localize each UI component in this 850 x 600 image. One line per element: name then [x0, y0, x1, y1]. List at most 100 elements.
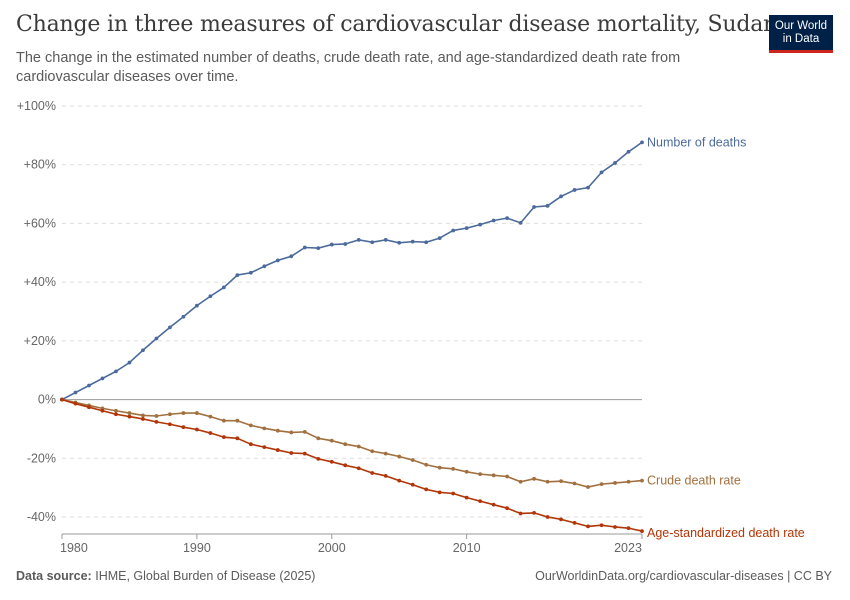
data-point — [437, 490, 442, 495]
data-point — [356, 237, 361, 242]
series-line — [61, 141, 643, 401]
series-line — [61, 398, 643, 488]
data-point — [613, 481, 617, 485]
series-label: Crude death rate — [647, 474, 741, 488]
data-point — [235, 436, 240, 441]
series-line — [61, 398, 643, 532]
data-point — [275, 258, 280, 263]
chart-subtitle: The change in the estimated number of de… — [16, 50, 681, 85]
data-point — [451, 491, 456, 496]
source-url[interactable]: OurWorldinData.org/cardiovascular-diseas… — [535, 569, 832, 583]
data-point — [154, 414, 159, 418]
data-point — [302, 451, 307, 456]
logo-line-2: in Data — [782, 33, 820, 45]
data-point — [478, 222, 483, 227]
data-point — [289, 430, 294, 435]
data-source: Data source: IHME, Global Burden of Dise… — [16, 569, 315, 583]
data-point — [586, 485, 590, 489]
data-point — [518, 511, 523, 516]
data-point — [613, 525, 617, 529]
data-point — [181, 425, 186, 430]
x-tick-label: 2023 — [614, 541, 642, 555]
data-point — [316, 246, 321, 250]
data-point — [640, 529, 644, 533]
data-point — [141, 413, 145, 418]
data-point — [397, 478, 402, 483]
x-tick-label: 2010 — [453, 541, 481, 555]
data-point — [73, 390, 78, 395]
data-point — [343, 442, 348, 447]
data-point — [532, 510, 536, 515]
data-point — [491, 218, 496, 223]
data-point — [221, 435, 226, 440]
data-point — [262, 264, 267, 269]
data-point — [410, 458, 415, 462]
data-point — [626, 526, 631, 531]
data-point — [559, 194, 563, 199]
data-point — [356, 444, 361, 449]
data-point — [329, 459, 334, 464]
data-point — [289, 451, 294, 455]
data-point — [262, 445, 267, 450]
data-point — [518, 220, 523, 225]
data-point — [424, 487, 429, 492]
data-point — [100, 376, 105, 381]
data-point — [154, 336, 159, 341]
data-point — [221, 285, 226, 290]
data-point — [424, 462, 429, 467]
y-tick-label: +100% — [17, 99, 56, 113]
data-point — [194, 303, 199, 308]
data-point — [194, 427, 199, 432]
data-source-text[interactable]: IHME, Global Burden of Disease (2025) — [95, 569, 316, 583]
data-point — [235, 418, 240, 423]
data-point — [127, 414, 132, 419]
data-point — [73, 401, 78, 406]
data-point — [289, 254, 294, 259]
data-point — [356, 466, 361, 471]
data-point — [478, 499, 483, 504]
data-point — [262, 426, 267, 431]
x-tick-label: 1990 — [183, 541, 211, 555]
owid-logo[interactable]: Our World in Data — [769, 15, 833, 53]
data-point — [505, 474, 510, 479]
data-point — [343, 242, 348, 246]
logo-line-1: Our World — [774, 20, 828, 32]
data-point — [181, 411, 186, 415]
data-point — [114, 408, 118, 413]
y-tick-label: +60% — [24, 216, 56, 230]
data-point — [518, 479, 523, 484]
series-label: Age-standardized death rate — [647, 526, 805, 540]
data-point — [437, 465, 442, 470]
data-point — [329, 242, 334, 247]
data-point — [599, 482, 604, 487]
data-point — [451, 466, 456, 471]
data-point — [626, 149, 631, 154]
data-point — [410, 239, 415, 244]
y-tick-label: 0% — [38, 393, 56, 407]
data-point — [559, 517, 563, 522]
data-point — [275, 448, 280, 452]
data-point — [532, 476, 536, 481]
data-point — [127, 360, 132, 365]
data-point — [397, 240, 402, 245]
data-point — [370, 240, 375, 245]
data-point — [545, 515, 550, 519]
data-point — [424, 240, 429, 245]
data-point — [168, 412, 172, 417]
data-point — [545, 479, 550, 484]
data-point — [572, 520, 577, 525]
data-point — [464, 226, 469, 231]
data-point — [451, 228, 456, 233]
data-point — [572, 481, 577, 486]
y-tick-label: -40% — [27, 510, 56, 524]
data-point — [464, 469, 469, 474]
data-point — [491, 473, 496, 478]
data-point — [154, 419, 159, 424]
data-point — [168, 422, 172, 427]
chart-title: Change in three measures of cardiovascul… — [16, 12, 778, 37]
data-point — [208, 414, 213, 419]
data-point — [87, 383, 91, 388]
data-point — [370, 449, 375, 454]
data-point — [194, 411, 199, 415]
